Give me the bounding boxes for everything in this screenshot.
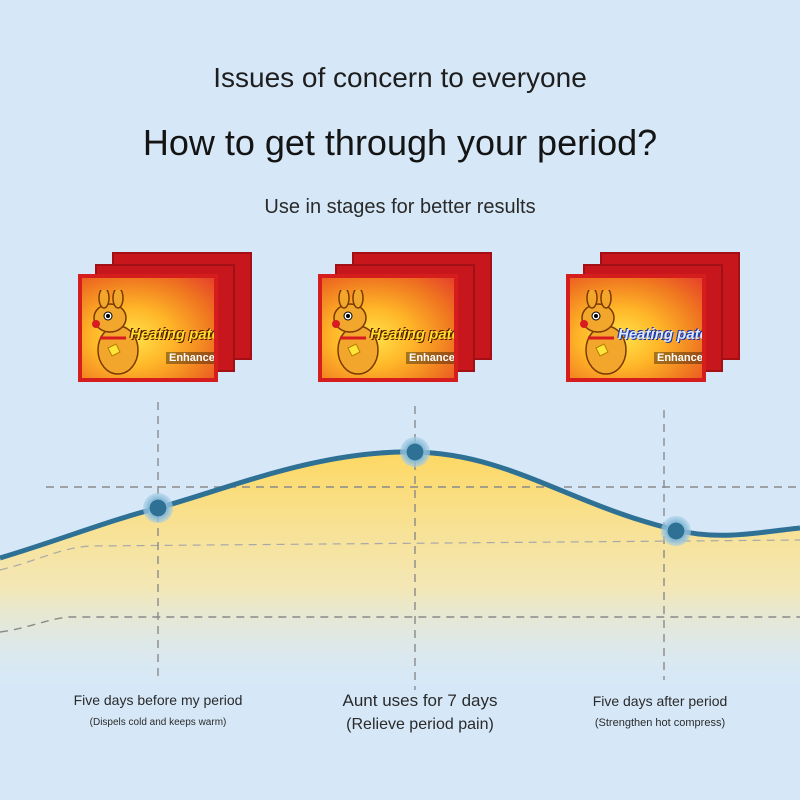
guide-line-middle	[0, 539, 800, 571]
product-name: Heating patch	[618, 326, 702, 343]
kangaroo-icon	[332, 290, 379, 375]
page-subtitle: Use in stages for better results	[264, 196, 536, 218]
product-image-1: Heating patch Enhanced	[78, 252, 258, 387]
kangaroo-icon	[92, 290, 139, 375]
product-name: Heating patch	[370, 326, 454, 343]
stage-1-title: Five days before my period	[73, 692, 243, 708]
product-name: Heating patch	[130, 326, 214, 343]
stage-3-title: Five days after period	[592, 693, 728, 709]
patch-front-card: Heating patch Enhanced	[318, 274, 458, 382]
stage-2-note: (Relieve period pain)	[346, 716, 494, 733]
patch-front-card: Heating patch Enhanced	[78, 274, 218, 382]
patch-front-card: Heating patch Enhanced	[566, 274, 706, 382]
header-eyebrow: Issues of concern to everyone	[213, 62, 587, 93]
product-variant: Enhanced	[654, 352, 702, 364]
stage-1-note: (Dispels cold and keeps warm)	[89, 717, 227, 728]
product-variant: Enhanced	[406, 352, 454, 364]
product-image-3: Heating patch Enhanced	[566, 252, 746, 387]
page-title: How to get through your period?	[142, 122, 658, 163]
stage-3-note: (Strengthen hot compress)	[594, 717, 726, 729]
product-variant: Enhanced	[166, 352, 214, 364]
kangaroo-icon	[580, 290, 627, 375]
stage-1-dot	[143, 493, 173, 523]
curve-fill-area	[0, 451, 800, 700]
stage-2-title: Aunt uses for 7 days	[342, 691, 498, 710]
stage-3-dot	[661, 516, 691, 546]
stage-2-dot	[400, 437, 430, 467]
product-image-2: Heating patch Enhanced	[318, 252, 498, 387]
guide-line-lower	[0, 616, 800, 633]
